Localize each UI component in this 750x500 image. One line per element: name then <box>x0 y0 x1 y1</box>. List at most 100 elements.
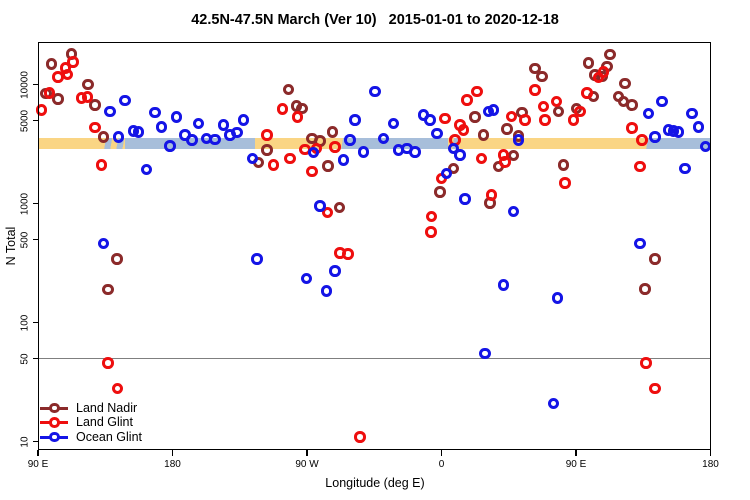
data-point-ocean-glint <box>479 347 491 360</box>
x-tick <box>306 450 308 456</box>
legend-marker-ring <box>49 431 60 443</box>
plot-border <box>38 42 711 450</box>
data-point-ocean-glint <box>699 140 712 153</box>
y-tick <box>32 321 38 324</box>
data-point-ocean-glint <box>392 144 405 156</box>
data-point-ocean-glint <box>149 106 161 119</box>
data-point-ocean-glint <box>679 162 691 175</box>
data-point-ocean-glint <box>104 105 116 118</box>
y-tick-label: 100 <box>19 314 31 332</box>
data-point-ocean-glint <box>656 95 668 108</box>
data-point-land-glint <box>261 129 273 141</box>
data-point-land-glint <box>519 114 531 126</box>
x-tick-label: 90 E <box>565 459 587 470</box>
legend-label: Land Nadir <box>76 400 138 415</box>
data-point-land-glint <box>43 87 56 99</box>
data-point-ocean-glint <box>217 119 230 131</box>
data-point-land-glint <box>89 121 101 134</box>
data-point-land-nadir <box>626 99 638 111</box>
data-point-land-glint <box>539 114 551 126</box>
x-tick <box>575 450 577 456</box>
data-point-land-nadir <box>45 58 58 70</box>
chart-title: 42.5N-47.5N March (Ver 10) 2015-01-01 to… <box>191 12 559 28</box>
data-point-land-glint <box>329 141 341 153</box>
data-point-land-nadir <box>261 144 273 156</box>
data-point-land-nadir <box>507 149 520 162</box>
data-point-ocean-glint <box>454 149 466 161</box>
data-point-land-glint <box>102 357 114 369</box>
data-point-land-glint <box>61 68 74 81</box>
data-point-ocean-glint <box>686 107 698 120</box>
data-point-ocean-glint <box>357 146 370 158</box>
data-point-ocean-glint <box>634 237 646 250</box>
data-point-land-glint <box>567 114 580 126</box>
data-point-ocean-glint <box>246 152 259 165</box>
data-point-ocean-glint <box>377 132 390 145</box>
data-point-land-glint <box>485 189 498 201</box>
data-point-land-nadir <box>501 123 513 135</box>
data-point-land-glint <box>111 382 124 395</box>
data-point-ocean-glint <box>409 146 421 158</box>
data-point-land-glint <box>574 105 586 118</box>
data-point-land-glint <box>457 124 470 136</box>
data-point-land-nadir <box>639 283 651 295</box>
data-point-land-nadir <box>529 62 541 75</box>
data-point-ocean-glint <box>192 117 205 130</box>
data-point-land-glint <box>626 122 638 134</box>
y-tick-label: 500 <box>19 231 31 248</box>
data-point-ocean-glint <box>132 126 145 138</box>
data-point-ocean-glint <box>387 117 400 130</box>
data-point-land-glint <box>291 111 304 123</box>
y-tick <box>32 202 38 205</box>
data-point-land-glint <box>425 226 437 238</box>
data-point-land-nadir <box>89 99 101 111</box>
data-point-ocean-glint <box>314 200 326 212</box>
band-segment <box>100 138 125 149</box>
data-point-land-glint <box>636 134 648 146</box>
x-tick <box>37 450 39 456</box>
y-tick-label: 10000 <box>19 70 31 99</box>
data-point-land-glint <box>35 104 48 116</box>
data-point-ocean-glint <box>649 131 661 143</box>
data-point-ocean-glint <box>497 279 510 291</box>
data-point-ocean-glint <box>97 237 110 250</box>
data-point-land-glint <box>425 210 438 223</box>
data-point-ocean-glint <box>170 111 183 123</box>
data-point-land-glint <box>592 71 605 84</box>
data-point-land-glint <box>634 160 646 173</box>
data-point-ocean-glint <box>164 140 176 152</box>
data-point-land-glint <box>581 87 593 99</box>
data-point-ocean-glint <box>431 127 443 140</box>
data-point-land-nadir <box>469 111 481 123</box>
y-tick <box>32 238 38 241</box>
data-point-land-glint <box>499 156 511 168</box>
data-point-land-nadir <box>536 70 548 83</box>
data-point-ocean-glint <box>349 114 361 126</box>
data-point-land-glint <box>342 248 354 260</box>
data-point-land-glint <box>461 94 473 106</box>
data-point-land-nadir <box>111 253 123 265</box>
data-point-land-glint <box>537 100 550 113</box>
data-point-ocean-glint <box>512 134 525 146</box>
legend-label: Land Glint <box>76 415 133 429</box>
data-point-land-nadir <box>326 126 339 138</box>
band-segment <box>254 138 338 149</box>
data-point-ocean-glint <box>337 154 350 166</box>
x-tick <box>709 450 712 456</box>
data-point-ocean-glint <box>320 285 333 297</box>
data-point-land-nadir <box>604 48 616 61</box>
data-point-land-nadir <box>477 129 490 141</box>
data-point-land-nadir <box>282 83 295 96</box>
band-segment <box>337 138 346 149</box>
legend-marker-ring <box>49 417 60 428</box>
data-point-land-glint <box>306 165 318 178</box>
band-segment <box>650 138 711 149</box>
y-tick-label: 10 <box>19 436 31 448</box>
x-tick-label: 90 W <box>295 459 319 470</box>
data-point-land-glint <box>284 152 296 165</box>
data-point-ocean-glint <box>186 134 198 146</box>
data-point-land-nadir <box>322 160 334 172</box>
data-point-land-glint <box>354 431 366 443</box>
data-point-land-nadir <box>333 201 346 214</box>
